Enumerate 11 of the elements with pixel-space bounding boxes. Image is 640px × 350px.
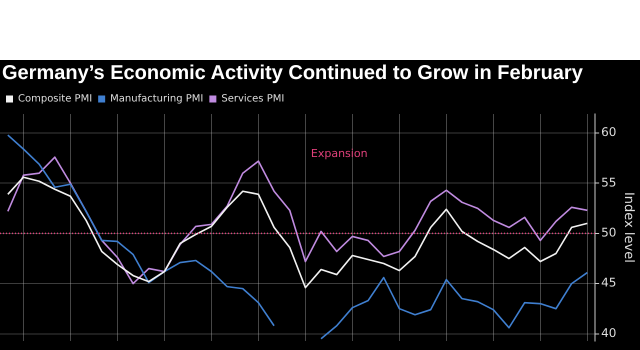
y-tick-label: 55 [601, 175, 616, 190]
y-tick-label: 60 [601, 125, 616, 140]
y-axis-title: Index level [620, 192, 636, 263]
legend-label: Manufacturing PMI [110, 94, 204, 105]
annotation: Expansion [310, 146, 368, 160]
chart-title: Germany’s Economic Activity Continued to Grow in February [2, 62, 583, 85]
legend-label: Services PMI [221, 94, 284, 105]
y-tick-label: 45 [601, 276, 616, 290]
y-tick-label: 50 [601, 226, 616, 240]
legend-label: Composite PMI [18, 94, 92, 105]
y-tick-label: 40 [601, 326, 616, 340]
